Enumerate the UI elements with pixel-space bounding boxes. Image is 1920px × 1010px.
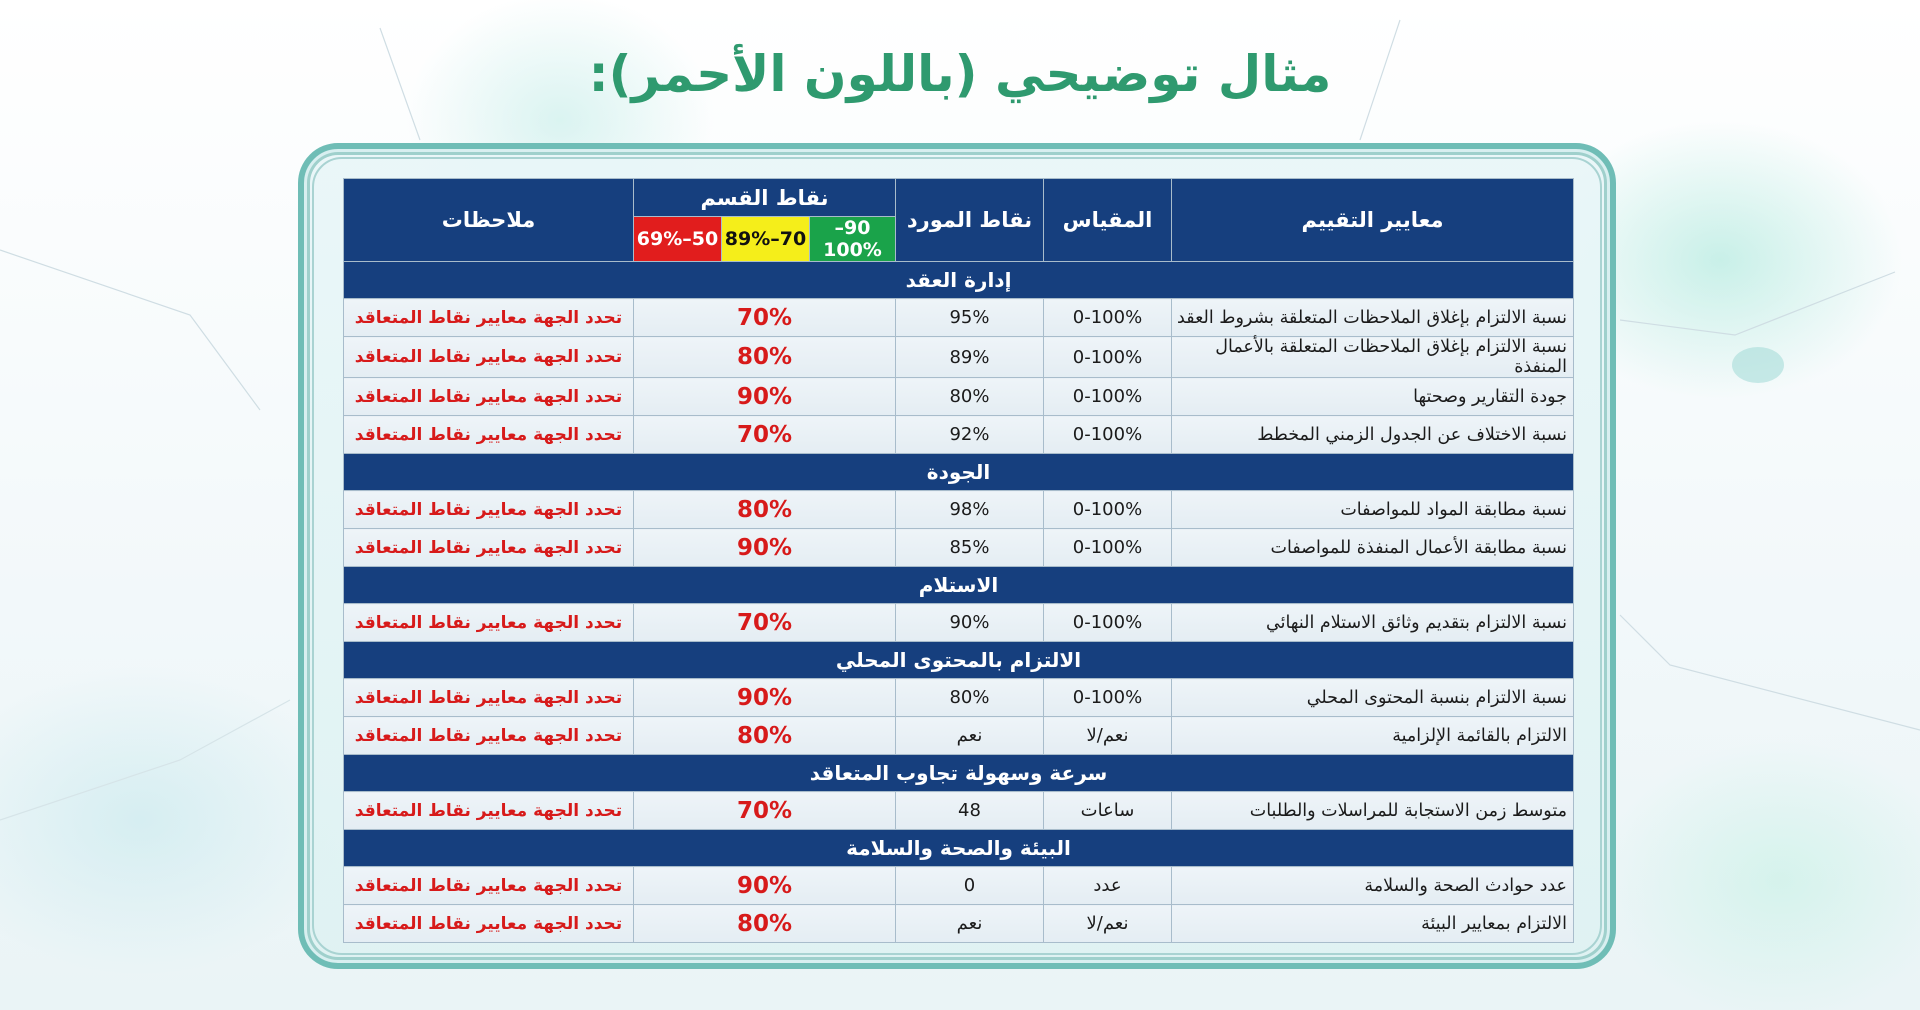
criteria-cell: نسبة الالتزام بإغلاق الملاحظات المتعلقة … (1171, 298, 1574, 337)
criteria-cell: نسبة الالتزام بنسبة المحتوى المحلي (1171, 678, 1574, 717)
supplier-points-cell: 80% (895, 377, 1044, 416)
section-title: البيئة والصحة والسلامة (343, 829, 1574, 867)
criteria-cell: نسبة الالتزام بتقديم وثائق الاستلام النه… (1171, 603, 1574, 642)
table-row: نسبة الاختلاف عن الجدول الزمني المخطط 0-1… (343, 415, 1574, 454)
scale-cell: 0-100% (1043, 415, 1172, 454)
department-points-cell: 90% (633, 678, 896, 717)
legend-yellow: 70–89% (721, 216, 810, 262)
department-points-cell: 70% (633, 298, 896, 337)
criteria-cell: عدد حوادث الصحة والسلامة (1171, 866, 1574, 905)
notes-cell: تحدد الجهة معايير نقاط المتعاقد (343, 377, 634, 416)
supplier-points-cell: 90% (895, 603, 1044, 642)
section-row: الاستلام (343, 566, 1574, 604)
table-row: عدد حوادث الصحة والسلامة عدد 0 90% تحدد الجه… (343, 866, 1574, 905)
criteria-cell: متوسط زمن الاستجابة للمراسلات والطلبات (1171, 791, 1574, 830)
scale-cell: 0-100% (1043, 377, 1172, 416)
department-points-cell: 80% (633, 490, 896, 529)
table-frame-inner (312, 157, 1602, 955)
department-points-cell: 70% (633, 791, 896, 830)
table-row: الالتزام بمعايير البيئة نعم/لا نعم 80% تحدد … (343, 904, 1574, 943)
header-criteria: معايير التقييم (1171, 178, 1574, 262)
department-points-cell: 90% (633, 377, 896, 416)
notes-cell: تحدد الجهة معايير نقاط المتعاقد (343, 866, 634, 905)
table-row: متوسط زمن الاستجابة للمراسلات والطلبات سا… (343, 791, 1574, 830)
scale-cell: 0-100% (1043, 490, 1172, 529)
scale-cell: عدد (1043, 866, 1172, 905)
supplier-points-cell: 95% (895, 298, 1044, 337)
scale-cell: 0-100% (1043, 603, 1172, 642)
criteria-cell: نسبة الالتزام بإغلاق الملاحظات المتعلقة … (1171, 336, 1574, 378)
criteria-cell: الالتزام بمعايير البيئة (1171, 904, 1574, 943)
legend-red: 50–69% (633, 216, 722, 262)
table-row: نسبة الالتزام بإغلاق الملاحظات المتعلقة … (343, 336, 1574, 378)
section-row: البيئة والصحة والسلامة (343, 829, 1574, 867)
section-title: إدارة العقد (343, 261, 1574, 299)
evaluation-table: معايير التقييم المقياس نقاط المورد نقاط … (343, 178, 1574, 943)
table-row: نسبة الالتزام بتقديم وثائق الاستلام النه… (343, 603, 1574, 642)
scale-cell: 0-100% (1043, 678, 1172, 717)
department-points-cell: 70% (633, 415, 896, 454)
section-row: إدارة العقد (343, 261, 1574, 299)
legend-green: 90–100% (809, 216, 896, 262)
section-row: الجودة (343, 453, 1574, 491)
notes-cell: تحدد الجهة معايير نقاط المتعاقد (343, 298, 634, 337)
section-title: الالتزام بالمحتوى المحلي (343, 641, 1574, 679)
table-row: نسبة الالتزام بنسبة المحتوى المحلي 0-100%… (343, 678, 1574, 717)
department-points-cell: 90% (633, 866, 896, 905)
section-title: الاستلام (343, 566, 1574, 604)
table-row: نسبة مطابقة المواد للمواصفات 0-100% 98% 80%… (343, 490, 1574, 529)
supplier-points-cell: 89% (895, 336, 1044, 378)
section-row: الالتزام بالمحتوى المحلي (343, 641, 1574, 679)
notes-cell: تحدد الجهة معايير نقاط المتعاقد (343, 490, 634, 529)
supplier-points-cell: 85% (895, 528, 1044, 567)
scale-cell: ساعات (1043, 791, 1172, 830)
notes-cell: تحدد الجهة معايير نقاط المتعاقد (343, 904, 634, 943)
scale-cell: 0-100% (1043, 298, 1172, 337)
notes-cell: تحدد الجهة معايير نقاط المتعاقد (343, 528, 634, 567)
page-title: مثال توضيحي (باللون الأحمر): (588, 45, 1332, 103)
header-scale: المقياس (1043, 178, 1172, 262)
section-title: سرعة وسهولة تجاوب المتعاقد (343, 754, 1574, 792)
criteria-cell: نسبة الاختلاف عن الجدول الزمني المخطط (1171, 415, 1574, 454)
department-points-cell: 80% (633, 336, 896, 378)
department-points-cell: 70% (633, 603, 896, 642)
criteria-cell: نسبة مطابقة المواد للمواصفات (1171, 490, 1574, 529)
table-row: نسبة مطابقة الأعمال المنفذة للمواصفات 0-1… (343, 528, 1574, 567)
scale-cell: نعم/لا (1043, 716, 1172, 755)
supplier-points-cell: 92% (895, 415, 1044, 454)
scale-cell: 0-100% (1043, 528, 1172, 567)
notes-cell: تحدد الجهة معايير نقاط المتعاقد (343, 678, 634, 717)
supplier-points-cell: نعم (895, 904, 1044, 943)
header-department-points: نقاط القسم (633, 178, 896, 217)
scale-cell: 0-100% (1043, 336, 1172, 378)
section-row: سرعة وسهولة تجاوب المتعاقد (343, 754, 1574, 792)
notes-cell: تحدد الجهة معايير نقاط المتعاقد (343, 716, 634, 755)
criteria-cell: الالتزام بالقائمة الإلزامية (1171, 716, 1574, 755)
table-row: نسبة الالتزام بإغلاق الملاحظات المتعلقة … (343, 298, 1574, 337)
section-title: الجودة (343, 453, 1574, 491)
header-supplier-points: نقاط المورد (895, 178, 1044, 262)
notes-cell: تحدد الجهة معايير نقاط المتعاقد (343, 336, 634, 378)
table-row: الالتزام بالقائمة الإلزامية نعم/لا نعم 80% ت… (343, 716, 1574, 755)
criteria-cell: نسبة مطابقة الأعمال المنفذة للمواصفات (1171, 528, 1574, 567)
supplier-points-cell: 0 (895, 866, 1044, 905)
notes-cell: تحدد الجهة معايير نقاط المتعاقد (343, 415, 634, 454)
header-notes: ملاحظات (343, 178, 634, 262)
department-points-cell: 80% (633, 904, 896, 943)
notes-cell: تحدد الجهة معايير نقاط المتعاقد (343, 791, 634, 830)
supplier-points-cell: 48 (895, 791, 1044, 830)
notes-cell: تحدد الجهة معايير نقاط المتعاقد (343, 603, 634, 642)
department-points-cell: 80% (633, 716, 896, 755)
criteria-cell: جودة التقارير وصحتها (1171, 377, 1574, 416)
table-row: جودة التقارير وصحتها 0-100% 80% 90% تحدد الج… (343, 377, 1574, 416)
department-points-cell: 90% (633, 528, 896, 567)
supplier-points-cell: نعم (895, 716, 1044, 755)
scale-cell: نعم/لا (1043, 904, 1172, 943)
supplier-points-cell: 80% (895, 678, 1044, 717)
supplier-points-cell: 98% (895, 490, 1044, 529)
